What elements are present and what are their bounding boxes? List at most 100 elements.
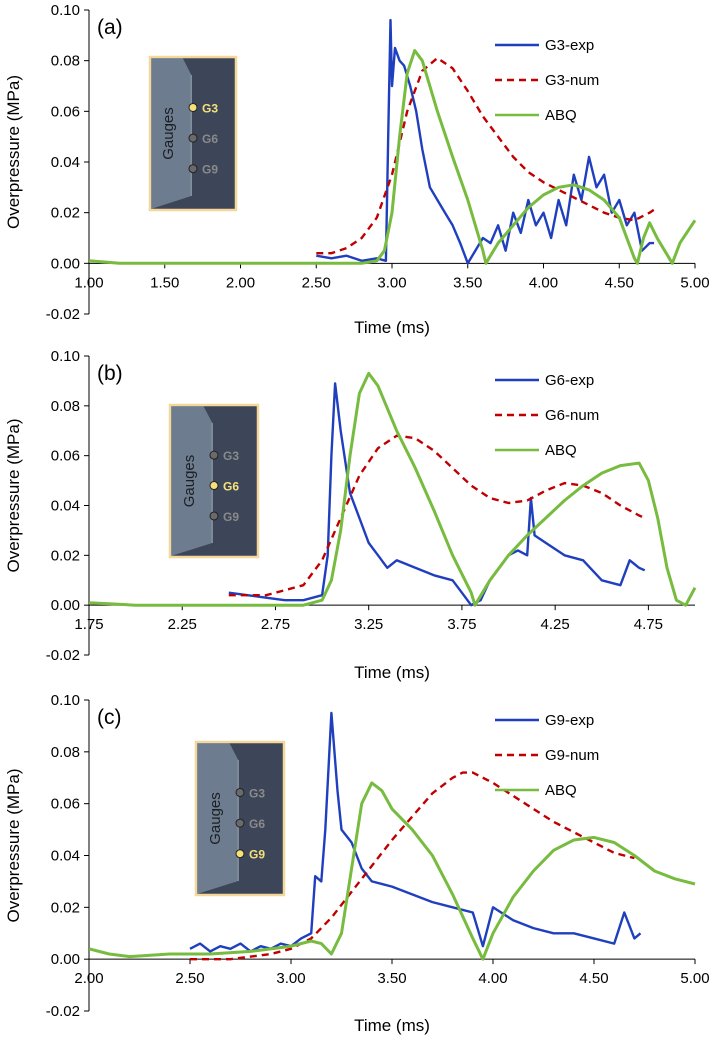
inset-wall-face [171, 406, 213, 556]
x-tick-label: 5.00 [680, 970, 709, 987]
series-line-abq [89, 49, 697, 265]
y-tick-label: 0.10 [51, 692, 80, 709]
series-line-abq [89, 371, 697, 607]
gauge-label: G9 [223, 510, 239, 524]
legend: G3-exp G3-num ABQ [495, 37, 599, 124]
x-tick-label: 2.00 [74, 970, 103, 987]
y-tick-label: 0.08 [51, 398, 80, 415]
x-tick-label: 1.00 [74, 274, 103, 291]
gauge-marker [209, 481, 219, 491]
gauge-marker [235, 849, 245, 859]
x-tick-label: 4.00 [478, 970, 507, 987]
y-tick-label: 0.04 [51, 498, 80, 515]
x-tick-label: 2.75 [261, 616, 290, 633]
y-axis-title: Overpressure (MPa) [4, 75, 23, 229]
x-tick-label: 1.50 [150, 274, 179, 291]
series-group [89, 371, 697, 607]
gauge-label: G6 [223, 480, 239, 494]
x-tick-label: 4.25 [541, 616, 570, 633]
x-tick-label: 2.25 [168, 616, 197, 633]
gauge-marker [188, 133, 198, 143]
series-line-g3-exp [316, 18, 655, 265]
y-tick-label: 0.08 [51, 744, 80, 761]
inset-gauges-label: Gauges [160, 107, 177, 160]
x-tick-label: 2.50 [175, 970, 204, 987]
legend-label: G3-num [545, 72, 599, 89]
legend-label: G6-num [545, 407, 599, 424]
y-tick-label: 0.02 [51, 547, 80, 564]
gauge-inset: Gauges G3 G6 G9 [194, 740, 286, 897]
y-tick-label: 0.00 [51, 951, 80, 968]
x-tick-label: 3.00 [377, 274, 406, 291]
y-tick-label: 0.10 [51, 348, 80, 365]
panel-label: (c) [97, 706, 122, 729]
panel-label: (a) [97, 16, 123, 39]
inset-wall-face [197, 743, 239, 894]
y-tick-label: 0.04 [51, 848, 80, 865]
gauge-marker [235, 818, 245, 828]
gauge-label: G9 [202, 163, 218, 177]
x-tick-label: 1.75 [74, 616, 103, 633]
x-tick-label: 3.50 [377, 970, 406, 987]
x-axis-title: Time (ms) [354, 1016, 430, 1035]
gauge-label: G9 [249, 848, 265, 862]
y-tick-label: 0.06 [51, 103, 80, 120]
series-line-g6-exp [228, 382, 646, 607]
panel-label: (b) [97, 362, 123, 385]
gauge-marker [188, 102, 198, 112]
series-line-abq [89, 781, 696, 961]
gauge-label: G3 [249, 786, 265, 800]
x-tick-label: 3.25 [354, 616, 383, 633]
gauge-marker [209, 450, 219, 460]
legend-label: ABQ [545, 782, 577, 799]
y-tick-label: 0.02 [51, 899, 80, 916]
legend-label: ABQ [545, 442, 577, 459]
legend-label: G9-exp [545, 712, 594, 729]
gauge-inset: Gauges G3 G6 G9 [148, 55, 238, 212]
series-group [89, 18, 697, 265]
x-tick-label: 2.00 [226, 274, 255, 291]
y-tick-label: 0.04 [51, 154, 80, 171]
y-tick-label: -0.02 [46, 1003, 80, 1020]
gauge-label: G6 [202, 132, 218, 146]
inset-gauges-label: Gauges [207, 792, 224, 845]
x-tick-label: 3.50 [453, 274, 482, 291]
x-tick-label: 3.00 [276, 970, 305, 987]
chart-panel-c: -0.02 0.00 0.02 0.04 0.06 0.08 0.10 2.00 2.50 3.0… [4, 692, 710, 1035]
legend-label: ABQ [545, 107, 577, 124]
y-tick-label: 0.08 [51, 53, 80, 70]
x-axis-title: Time (ms) [354, 318, 430, 337]
gauge-label: G3 [202, 101, 218, 115]
y-tick-label: 0.00 [51, 597, 80, 614]
x-tick-label: 4.00 [529, 274, 558, 291]
x-tick-label: 5.00 [680, 274, 709, 291]
x-tick-label: 4.75 [634, 616, 663, 633]
gauge-label: G6 [249, 817, 265, 831]
chart-panel-a: -0.02 0.00 0.02 0.04 0.06 0.08 0.10 1.00 1.50 2.0… [4, 2, 710, 337]
x-tick-label: 4.50 [579, 970, 608, 987]
y-axis-title: Overpressure (MPa) [4, 419, 23, 573]
gauge-inset: Gauges G3 G6 G9 [168, 403, 260, 559]
legend-label: G9-num [545, 747, 599, 764]
series-group [89, 711, 696, 961]
y-axis-title: Overpressure (MPa) [4, 769, 23, 923]
y-tick-label: 0.10 [51, 2, 80, 19]
y-tick-label: 0.06 [51, 796, 80, 813]
x-tick-label: 2.50 [302, 274, 331, 291]
legend: G6-exp G6-num ABQ [495, 372, 599, 459]
inset-gauges-label: Gauges [181, 455, 198, 508]
legend: G9-exp G9-num ABQ [495, 712, 599, 799]
legend-label: G6-exp [545, 372, 594, 389]
gauge-label: G3 [223, 449, 239, 463]
y-tick-label: 0.02 [51, 205, 80, 222]
legend-label: G3-exp [545, 37, 594, 54]
inset-wall-face [151, 58, 192, 209]
gauge-marker [235, 787, 245, 797]
y-tick-label: -0.02 [46, 647, 80, 664]
series-line-g3-num [316, 56, 658, 255]
x-tick-label: 3.75 [447, 616, 476, 633]
x-tick-label: 4.50 [605, 274, 634, 291]
x-axis-title: Time (ms) [354, 663, 430, 682]
gauge-marker [188, 164, 198, 174]
